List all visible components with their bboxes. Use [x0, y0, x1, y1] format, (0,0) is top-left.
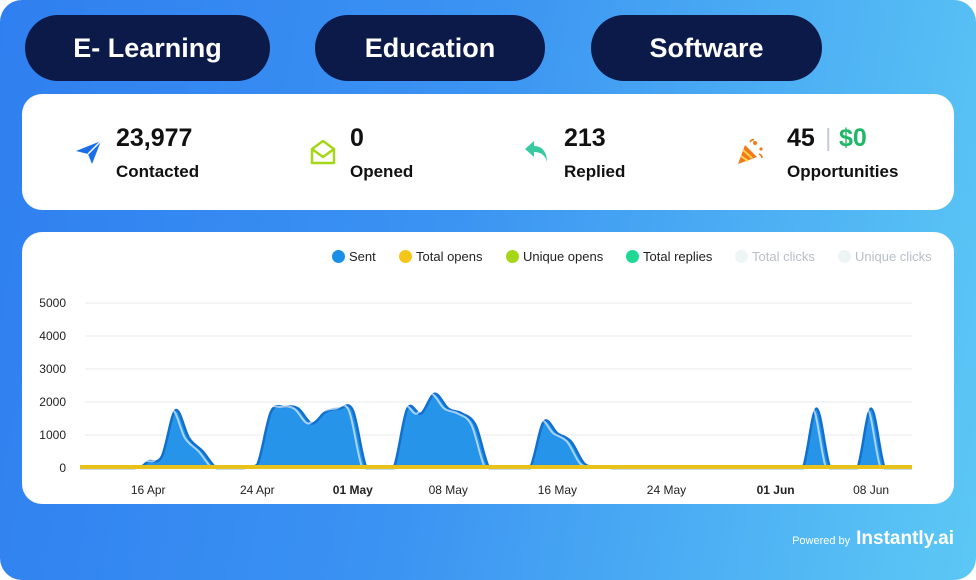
legend-dot [735, 250, 748, 263]
tag-e-learning[interactable]: E- Learning [25, 15, 270, 81]
legend-dot [399, 250, 412, 263]
sent-area [80, 393, 912, 468]
opportunities-separator: | [825, 124, 832, 152]
tag-software[interactable]: Software [591, 15, 822, 81]
legend-label: Total replies [643, 249, 713, 264]
x-tick-label: 08 Jun [853, 483, 889, 497]
x-tick-label: 24 Apr [240, 483, 275, 497]
x-tick-label: 08 May [429, 483, 468, 497]
legend-total-clicks[interactable]: Total clicks [735, 249, 815, 264]
replied-label: Replied [564, 162, 626, 181]
x-tick-label: 01 May [333, 483, 373, 497]
legend-label: Unique clicks [855, 249, 932, 264]
brand-logo[interactable]: Instantly.ai [856, 528, 954, 549]
paper-plane-icon [76, 140, 102, 164]
chart-card: Sent Total opens Unique opens Total repl… [22, 232, 954, 504]
party-popper-icon [738, 138, 763, 164]
opportunities-value: 45 [787, 124, 815, 152]
y-tick-label: 5000 [39, 296, 66, 310]
legend-label: Sent [349, 249, 376, 264]
opened-label: Opened [350, 162, 414, 181]
legend-dot [506, 250, 519, 263]
y-tick-label: 2000 [39, 395, 66, 409]
x-tick-label: 16 Apr [131, 483, 166, 497]
reply-arrow-icon [525, 141, 547, 162]
legend-sent[interactable]: Sent [332, 249, 376, 264]
envelope-open-icon [310, 139, 336, 165]
legend-label: Total clicks [752, 249, 815, 264]
legend-label: Total opens [416, 249, 483, 264]
activity-chart: 0 1000 2000 3000 4000 5000 16 Apr 24 Apr 01 May 0… [39, 296, 912, 497]
x-tick-label: 16 May [538, 483, 577, 497]
powered-by: Powered by Instantly.ai [792, 528, 954, 550]
x-tick-label: 24 May [647, 483, 686, 497]
opportunities-money: $0 [839, 124, 867, 152]
legend-total-replies[interactable]: Total replies [626, 249, 712, 264]
opened-value: 0 [350, 124, 364, 152]
legend-dot [332, 250, 345, 263]
stats-card: 23,977 Contacted 0 Opened 213 Replied [22, 94, 954, 210]
powered-by-text: Powered by [792, 535, 851, 547]
opportunities-label: Opportunities [787, 162, 899, 181]
legend-unique-opens[interactable]: Unique opens [506, 249, 603, 264]
y-tick-label: 0 [59, 461, 66, 475]
y-tick-label: 3000 [39, 362, 66, 376]
legend-total-opens[interactable]: Total opens [399, 249, 483, 264]
contacted-label: Contacted [116, 162, 200, 181]
legend-dot [626, 250, 639, 263]
x-tick-label: 01 Jun [757, 483, 795, 497]
contacted-value: 23,977 [116, 124, 193, 152]
legend-label: Unique opens [523, 249, 604, 264]
legend-dot [838, 250, 851, 263]
tag-education[interactable]: Education [315, 15, 545, 81]
y-tick-label: 1000 [39, 428, 66, 442]
replied-value: 213 [564, 124, 606, 152]
y-tick-label: 4000 [39, 329, 66, 343]
legend-unique-clicks[interactable]: Unique clicks [838, 249, 932, 264]
